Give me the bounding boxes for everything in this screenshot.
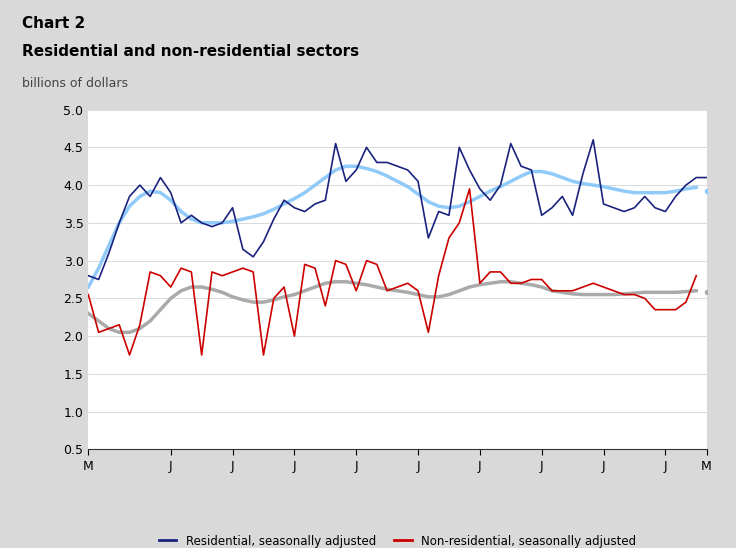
Text: Residential and non-residential sectors: Residential and non-residential sectors (22, 44, 359, 59)
Text: billions of dollars: billions of dollars (22, 77, 128, 90)
Text: Chart 2: Chart 2 (22, 16, 85, 31)
Legend: Residential, seasonally adjusted, Residential, trend cycle, Non-residential, sea: Residential, seasonally adjusted, Reside… (154, 530, 641, 548)
